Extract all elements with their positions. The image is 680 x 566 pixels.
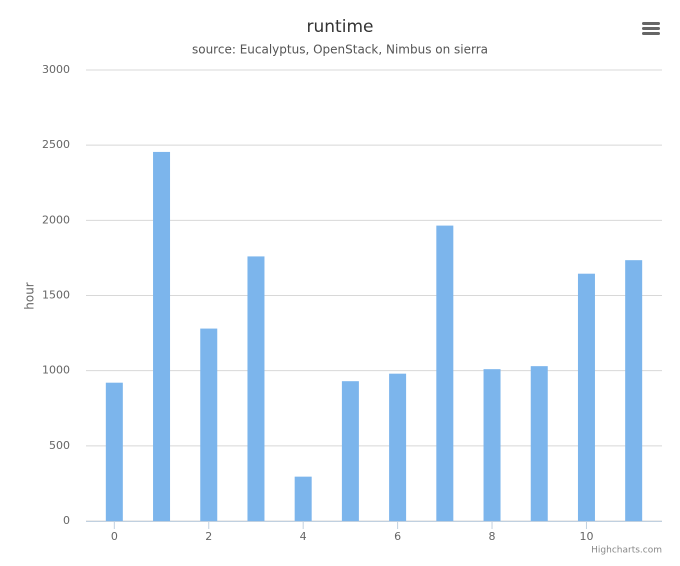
- menu-bar: [642, 32, 660, 35]
- menu-bar: [642, 27, 660, 30]
- bar: [294, 476, 312, 521]
- x-tick-label: 0: [111, 530, 118, 543]
- chart-title: runtime: [307, 17, 374, 37]
- x-tick-label: 8: [489, 530, 496, 543]
- bar: [105, 382, 123, 521]
- y-tick-label: 2500: [42, 138, 70, 151]
- y-tick-label: 0: [63, 514, 70, 527]
- bar: [530, 366, 548, 521]
- bar: [577, 273, 595, 521]
- y-axis-label: hour: [23, 282, 37, 310]
- bar: [153, 151, 171, 521]
- y-tick-label: 2000: [42, 213, 70, 226]
- bar: [436, 225, 454, 521]
- credits: Highcharts.com: [591, 546, 662, 556]
- y-tick-label: 3000: [42, 63, 70, 76]
- bar: [389, 373, 407, 521]
- menu-bar: [642, 22, 660, 25]
- y-tick-label: 1500: [42, 289, 70, 302]
- x-tick-label: 4: [300, 530, 307, 543]
- x-tick-label: 2: [205, 530, 212, 543]
- bar: [247, 256, 265, 521]
- chart-subtitle: source: Eucalyptus, OpenStack, Nimbus on…: [192, 43, 488, 57]
- x-tick-label: 6: [394, 530, 401, 543]
- y-tick-label: 1000: [42, 364, 70, 377]
- bar: [341, 381, 359, 521]
- bar: [200, 328, 218, 521]
- menu-button[interactable]: [642, 22, 660, 35]
- bar: [625, 260, 643, 521]
- bar: [483, 369, 501, 521]
- y-tick-label: 500: [49, 439, 70, 452]
- x-tick-label: 10: [579, 530, 593, 543]
